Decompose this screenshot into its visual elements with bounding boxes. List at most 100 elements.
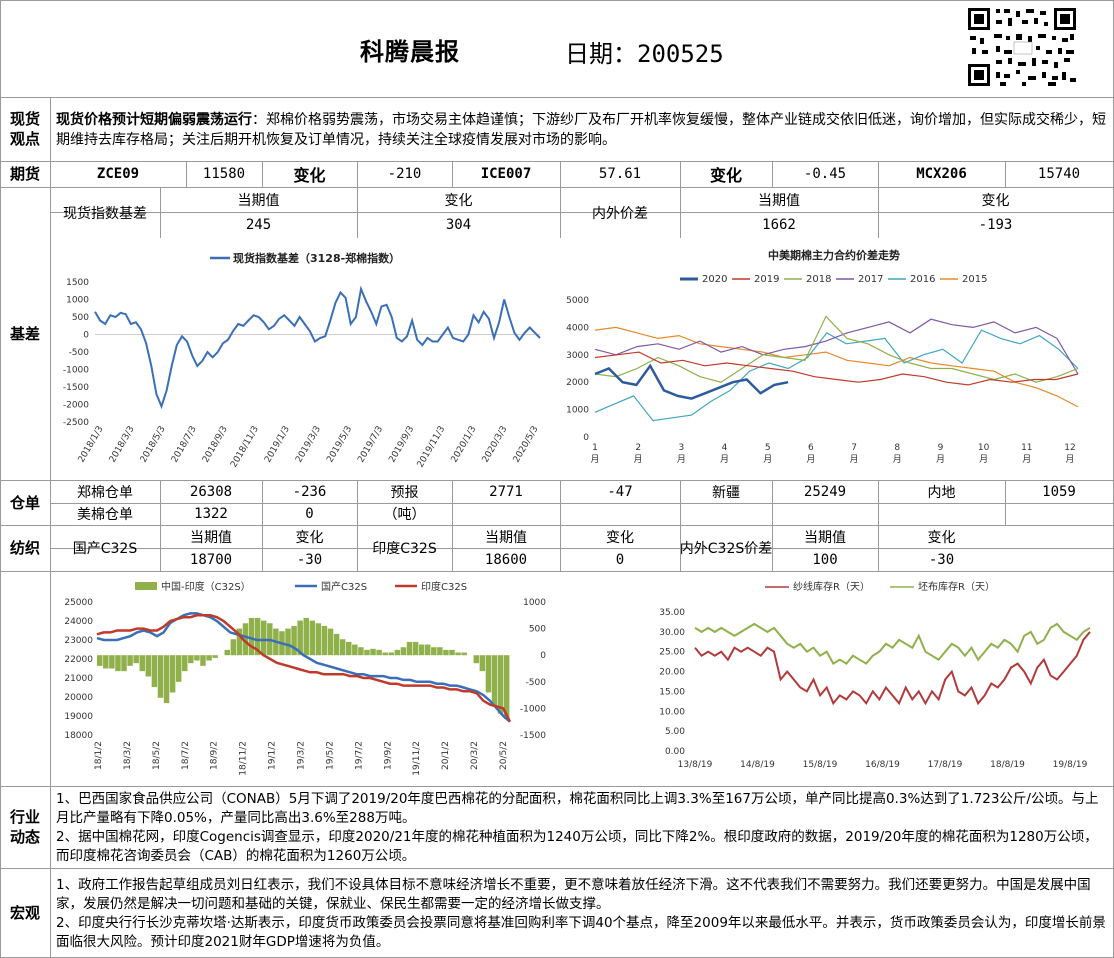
tx-spread-label: 内外C32S价差 (679, 541, 773, 557)
chart1-xtick: 2018/3/3 (108, 425, 137, 465)
chart2-legend-label: 2015 (962, 274, 987, 285)
chart1-xtick: 2019/3/3 (294, 425, 323, 465)
chart3-xtick: 20/3/2 (470, 741, 480, 770)
chart3-bar (103, 655, 109, 669)
chart1-xtick: 2018/9/3 (201, 425, 230, 465)
futures-price-ice: 57.61 (598, 166, 642, 182)
chart3-xtick: 18/3/2 (123, 741, 133, 770)
basis-spot-index-label: 现货指数基差 (63, 205, 147, 222)
chart2-ytick: 3000 (566, 351, 589, 361)
chart2-xtick-num: 1 (592, 443, 598, 453)
chart3-xtick: 18/1/2 (94, 741, 104, 770)
chart4-ytick: 10.00 (659, 707, 685, 717)
chart3-bar (230, 639, 237, 656)
chart3-bar (182, 655, 188, 672)
chart3-bar (224, 649, 231, 656)
chart3-xtick: 20/1/2 (441, 741, 451, 770)
chart3-legend-label: 国产C32S (321, 580, 367, 593)
section-label-basis: 基差 (9, 324, 40, 343)
basis-df-current-label: 当期值 (758, 192, 800, 209)
chart2-xtick-num: 5 (765, 443, 771, 453)
chart2-xtick-num: 2 (635, 443, 641, 453)
chart3-ytick-left: 19000 (64, 712, 93, 722)
spot-view-body: ：郑棉价格弱势震荡，市场交易主体趋谨慎；下游纱厂及布厂开机率恢复缓慢，整体产业链… (56, 112, 1106, 148)
chart3-bar (431, 647, 437, 656)
chart3-bar (169, 655, 176, 693)
chart2-xtick-num: 3 (678, 443, 684, 453)
basis-df-change-label: 变化 (981, 192, 1010, 209)
wh-us-value: 1322 (194, 506, 228, 522)
chart2-series-2020 (594, 363, 789, 400)
chart3-bar (303, 617, 309, 656)
chart2-xtick-unit: 月 (893, 454, 902, 465)
chart3-bar (175, 655, 182, 682)
chart2-xtick-unit: 月 (763, 454, 772, 465)
chart1-ytick: -500 (69, 348, 90, 358)
chart3-bar (346, 641, 352, 656)
chart1-legend: 现货指数基差（3128-郑棉指数） (210, 251, 400, 265)
chart2-xtick-unit: 月 (936, 454, 945, 465)
tx-domestic-current-label: 当期值 (190, 529, 232, 546)
chart4-xtick: 14/8/19 (740, 760, 775, 770)
section-label-macro: 宏观 (9, 904, 40, 922)
industry-item-2: 2、据中国棉花网，印度Cogencis调查显示，印度2020/21年度的棉花种植… (56, 829, 1098, 864)
macro-item-1: 1、政府工作报告起草组成员刘日红表示，我们不设具体目标不意味经济增长不重要，更不… (56, 877, 1091, 912)
chart-inventory-days: 纱线库存R（天） 坯布库存R（天） 35.00 30.00 25.00 20.00 15.… (659, 580, 1091, 770)
chart1-xtick: 2020/3/3 (481, 425, 510, 465)
chart1-xtick: 2019/9/3 (387, 425, 416, 465)
chart2-ytick: 2000 (566, 378, 589, 388)
chart3-bar (418, 644, 425, 656)
chart3-xtick: 19/5/2 (325, 741, 335, 770)
chart2-series-2018 (594, 315, 1079, 383)
chart-spot-basis: 现货指数基差（3128-郑棉指数） 1500 1000 500 0 -500 -1000 -… (63, 251, 541, 470)
chart3-ytick-right: -1000 (520, 704, 546, 714)
wh-zce-change: -236 (292, 483, 327, 500)
chart1-series-line (94, 285, 541, 410)
date-value: 200525 (637, 40, 724, 68)
chart3-bar (497, 655, 504, 714)
chart3-bar (424, 644, 431, 656)
chart3-xtick: 19/7/2 (354, 741, 364, 770)
wh-us-change: 0 (305, 506, 314, 522)
chart4-xtick: 17/8/19 (928, 760, 963, 770)
chart4-ytick: 20.00 (659, 668, 685, 678)
chart4-xtick: 13/8/19 (678, 760, 713, 770)
chart2-xtick-num: 9 (938, 443, 944, 453)
qr-code-icon (966, 6, 1078, 88)
chart3-legend-label: 中国-印度（C32S） (161, 580, 251, 593)
chart3-bar (333, 633, 340, 656)
chart3-bar (188, 655, 194, 664)
chart3-bar (400, 647, 407, 656)
chart-cn-us-spread: 中美期棉主力合约价差走势 2020 2019 2018 2017 2016 2015 50… (566, 248, 1079, 465)
chart3-bar (254, 617, 261, 656)
chart2-legend-label: 2016 (910, 274, 935, 285)
futures-code-ice: ICE007 (480, 166, 532, 182)
chart3-ytick-left: 25000 (64, 598, 93, 608)
chart1-xtick: 2019/11/3 (416, 425, 448, 470)
chart3-bar (449, 649, 455, 656)
industry-text: 1、巴西国家食品供应公司（CONAB）5月下调了2019/20年度巴西棉花的分配… (56, 790, 1110, 866)
tx-india-change-label: 变化 (606, 529, 634, 546)
macro-item-2: 2、印度央行行长沙克蒂坎塔·达斯表示，印度货币政策委员会投票同意将基准回购利率下… (56, 915, 1106, 950)
chart3-ytick-left: 21000 (64, 674, 93, 684)
chart1-xtick: 2020/1/3 (450, 425, 479, 465)
chart3-bar (321, 625, 328, 656)
chart4-ytick: 5.00 (665, 727, 685, 737)
chart3-bar (121, 655, 127, 672)
chart3-xtick: 19/9/2 (383, 741, 393, 770)
chart3-ytick-left: 23000 (64, 636, 93, 646)
basis-spot-current-label: 当期值 (237, 192, 280, 209)
chart3-xtick: 18/9/2 (210, 741, 220, 770)
chart4-legend-label: 坯布库存R（天） (918, 580, 995, 593)
chart3-xtick: 18/5/2 (152, 741, 162, 770)
futures-change-label-zce: 变化 (293, 166, 326, 185)
chart3-bar (352, 644, 358, 656)
chart3-bar (97, 655, 103, 666)
chart3-bar (358, 647, 364, 656)
section-label-spot: 现货 观点 (9, 110, 40, 148)
wh-forecast-change: -47 (607, 483, 633, 500)
chart2-xtick-unit: 月 (590, 454, 599, 465)
chart3-xtick: 19/1/2 (268, 741, 278, 770)
chart2-legend-label: 2018 (806, 274, 831, 285)
date-label: 日期：200525 (565, 34, 724, 69)
